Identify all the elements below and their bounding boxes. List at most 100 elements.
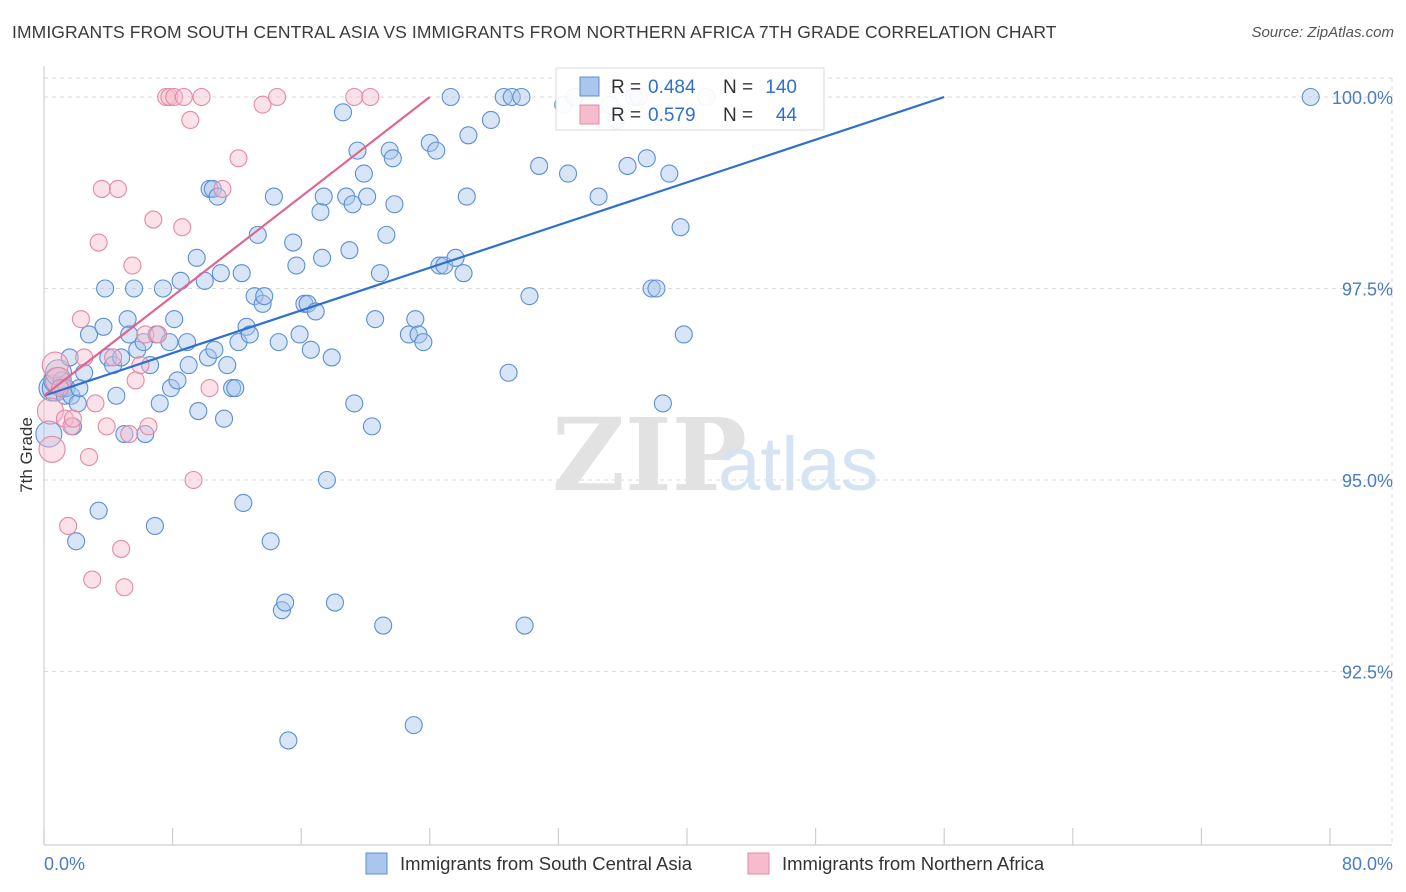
point-south-central-asia bbox=[211, 264, 230, 283]
point-south-central-asia bbox=[264, 187, 283, 206]
point-south-central-asia bbox=[647, 279, 666, 298]
point-south-central-asia bbox=[232, 264, 251, 283]
point-south-central-asia bbox=[150, 394, 169, 413]
point-south-central-asia bbox=[333, 103, 353, 122]
y-tick-label: 92.5% bbox=[1342, 663, 1393, 683]
point-northern-africa bbox=[136, 325, 155, 344]
x-tick-label-max: 80.0% bbox=[1342, 854, 1393, 874]
point-south-central-asia bbox=[383, 149, 402, 168]
point-south-central-asia bbox=[420, 133, 439, 153]
trend-line-south-central-asia bbox=[43, 95, 945, 397]
point-south-central-asia bbox=[515, 616, 534, 635]
y-tick-label: 97.5% bbox=[1342, 280, 1393, 300]
point-northern-africa bbox=[38, 435, 66, 463]
point-south-central-asia bbox=[457, 187, 476, 206]
point-south-central-asia bbox=[618, 156, 637, 175]
point-northern-africa bbox=[165, 87, 184, 107]
point-south-central-asia bbox=[94, 317, 113, 336]
point-south-central-asia bbox=[520, 287, 539, 306]
point-south-central-asia bbox=[218, 356, 237, 375]
point-south-central-asia bbox=[374, 616, 393, 635]
point-northern-africa bbox=[173, 218, 192, 237]
point-south-central-asia bbox=[187, 248, 206, 267]
point-south-central-asia bbox=[165, 310, 184, 329]
point-northern-africa bbox=[184, 470, 203, 490]
point-south-central-asia bbox=[115, 424, 134, 444]
point-south-central-asia bbox=[404, 716, 423, 735]
point-northern-africa bbox=[115, 578, 134, 597]
point-northern-africa bbox=[62, 417, 81, 436]
point-northern-africa bbox=[131, 356, 150, 375]
point-south-central-asia bbox=[124, 279, 144, 298]
point-northern-africa bbox=[200, 379, 219, 398]
point-south-central-asia bbox=[322, 348, 341, 367]
point-south-central-asia bbox=[261, 532, 280, 551]
watermark: ZIP atlas bbox=[552, 396, 879, 514]
point-south-central-asia bbox=[345, 394, 364, 413]
point-south-central-asia bbox=[198, 348, 218, 367]
point-south-central-asia bbox=[171, 271, 190, 290]
point-south-central-asia bbox=[118, 310, 137, 329]
point-south-central-asia bbox=[377, 225, 396, 244]
watermark-atlas: atlas bbox=[718, 422, 879, 507]
point-south-central-asia bbox=[161, 379, 181, 398]
point-south-central-asia bbox=[399, 325, 418, 344]
legend-n-value: 44 bbox=[776, 105, 798, 126]
point-northern-africa bbox=[361, 87, 380, 107]
series-legend-swatch bbox=[747, 852, 770, 875]
legend-r-label: R = bbox=[611, 77, 641, 98]
stats-legend: R = 0.484 N = 140 R = 0.579 N = 44 bbox=[555, 67, 825, 131]
point-south-central-asia bbox=[427, 141, 446, 160]
point-south-central-asia bbox=[637, 149, 656, 168]
point-south-central-asia bbox=[96, 279, 115, 298]
point-south-central-asia bbox=[358, 187, 377, 206]
point-south-central-asia bbox=[385, 195, 404, 214]
point-northern-africa bbox=[123, 256, 142, 275]
point-south-central-asia bbox=[370, 264, 390, 283]
point-northern-africa bbox=[149, 325, 168, 344]
point-south-central-asia bbox=[314, 187, 333, 206]
point-south-central-asia bbox=[1301, 87, 1320, 107]
stats-legend-frame bbox=[555, 67, 825, 131]
x-tick-label-min: 0.0% bbox=[44, 854, 85, 874]
point-northern-africa bbox=[160, 87, 179, 107]
point-northern-africa bbox=[63, 409, 82, 428]
point-northern-africa bbox=[89, 233, 108, 252]
point-south-central-asia bbox=[255, 287, 274, 306]
point-south-central-asia bbox=[558, 164, 578, 183]
point-northern-africa bbox=[86, 394, 105, 413]
y-axis-label: 7th Grade bbox=[17, 417, 36, 493]
point-south-central-asia bbox=[340, 241, 359, 260]
series-legend-label: Immigrants from Northern Africa bbox=[782, 853, 1045, 874]
point-south-central-asia bbox=[153, 279, 173, 298]
point-south-central-asia bbox=[414, 333, 433, 352]
point-south-central-asia bbox=[313, 248, 332, 267]
point-south-central-asia bbox=[301, 340, 320, 359]
point-south-central-asia bbox=[343, 195, 362, 214]
point-south-central-asia bbox=[189, 402, 208, 421]
series-legend-label: Immigrants from South Central Asia bbox=[400, 853, 693, 874]
point-south-central-asia bbox=[317, 470, 336, 490]
point-northern-africa bbox=[139, 417, 158, 436]
point-northern-africa bbox=[112, 539, 131, 558]
point-northern-africa bbox=[83, 570, 102, 589]
point-south-central-asia bbox=[60, 348, 79, 367]
legend-r-value: 0.484 bbox=[648, 77, 696, 98]
point-south-central-asia bbox=[276, 593, 295, 612]
point-northern-africa bbox=[144, 210, 163, 229]
point-south-central-asia bbox=[481, 110, 500, 130]
point-south-central-asia bbox=[253, 294, 272, 313]
point-south-central-asia bbox=[441, 87, 460, 107]
point-south-central-asia bbox=[653, 394, 672, 413]
point-northern-africa bbox=[253, 95, 272, 114]
point-northern-africa bbox=[79, 447, 99, 467]
point-south-central-asia bbox=[406, 310, 425, 329]
point-northern-africa bbox=[92, 179, 111, 198]
point-south-central-asia bbox=[512, 87, 531, 107]
point-northern-africa bbox=[213, 179, 232, 198]
point-south-central-asia bbox=[311, 202, 330, 221]
trend-line-northern-africa bbox=[43, 96, 431, 397]
point-south-central-asia bbox=[205, 340, 224, 359]
point-south-central-asia bbox=[145, 516, 164, 536]
